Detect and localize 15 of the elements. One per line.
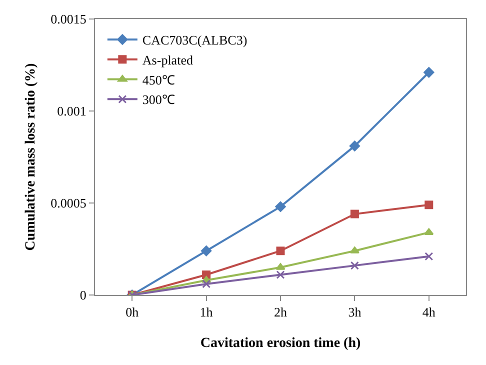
x-tick-label: 0h — [126, 304, 140, 320]
legend-label: 300℃ — [142, 92, 175, 108]
y-tick-label: 0.0005 — [50, 196, 86, 211]
legend-label: 450℃ — [142, 72, 175, 88]
x-tick-label: 2h — [274, 304, 288, 320]
y-tick-label: 0.001 — [57, 104, 86, 119]
x-tick-label: 1h — [200, 304, 214, 320]
legend-label: As-plated — [142, 52, 194, 68]
x-axis-title: Cavitation erosion time (h) — [200, 336, 362, 351]
x-tick-label: 3h — [348, 304, 362, 320]
legend-label: CAC703C(ALBC3) — [142, 32, 248, 48]
y-axis-title: Cumulative mass loss ratio (%) — [23, 62, 38, 251]
y-tick-label: 0.0015 — [50, 12, 86, 27]
y-tick-label: 0 — [80, 288, 86, 303]
x-tick-label: 4h — [422, 304, 436, 320]
